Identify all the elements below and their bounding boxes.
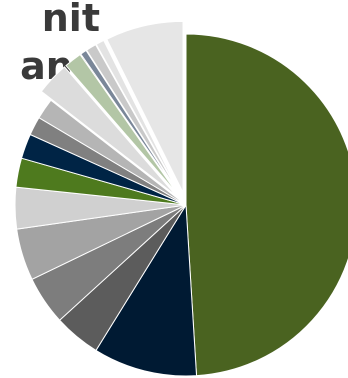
pie-slice-1 [185,33,348,377]
pie-slice-11 [40,66,177,197]
pie-slice-14 [85,44,180,195]
pie-slice-10 [38,99,187,206]
pie-slice-2 [95,203,198,377]
pie-slice-13 [80,49,180,195]
pie-slice-15 [95,39,181,194]
pie-slice-16 [106,20,184,193]
pie-slice-12 [65,53,179,196]
chart-title-line-1: nit [41,0,100,40]
